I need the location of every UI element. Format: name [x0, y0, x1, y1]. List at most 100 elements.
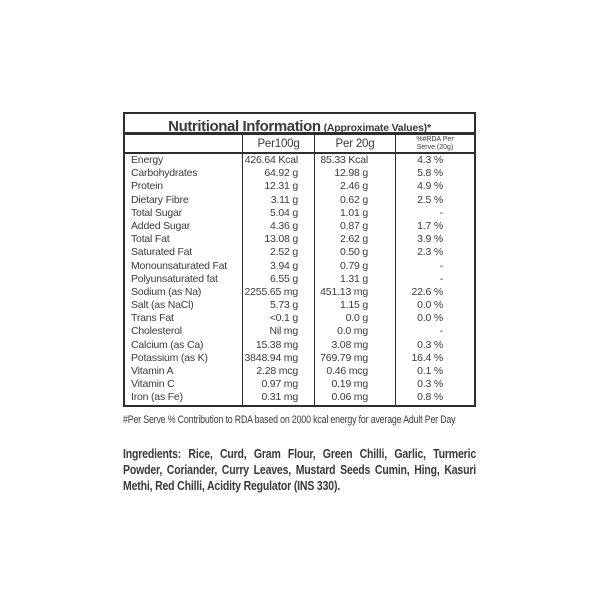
row-rda-value: 0.8 % [395, 391, 474, 405]
row-nutrient-label: Potassium (as K) [131, 351, 208, 364]
row-rda-value: 0.3 % [395, 378, 474, 392]
table-row: Polyunsaturated fat 6.55 g 1.31 g - [125, 272, 474, 286]
row-rda-value: 1.7 % [395, 219, 474, 234]
ingredients-label: Ingredients: [123, 447, 182, 461]
table-row: Total Fat 13.08 g 2.62 g 3.9 % [125, 233, 474, 247]
ingredients-text: Rice, Curd, Gram Flour, Green Chilli, Ga… [123, 447, 477, 493]
table-row: Total Sugar 5.04 g 1.01 g - [125, 206, 474, 220]
row-per100g-value: 2.28 mcg [242, 365, 314, 379]
row-per100g-value: 13.08 g [242, 233, 314, 247]
row-rda-value: 5.8 % [395, 167, 474, 181]
row-nutrient-label: Polyunsaturated fat [131, 272, 218, 285]
row-nutrient-label: Vitamin A [131, 365, 174, 377]
table-row: Dietary Fibre 3.11 g 0.62 g 2.5 % [125, 193, 474, 207]
row-nutrient-label: Trans Fat [131, 312, 174, 325]
row-nutrient-label: Iron (as Fe) [131, 391, 183, 404]
header-per20g: Per 20g [314, 135, 395, 152]
row-per100g-value: <0.1 g [242, 312, 314, 326]
table-row: Potassium (as K) 3848.94 mg 769.79 mg 16… [125, 351, 474, 365]
row-per20g-value: 3.08 mg [314, 338, 395, 352]
row-per20g-value: 0.0 g [314, 312, 395, 326]
row-per100g-value: 3.94 g [242, 259, 314, 273]
row-rda-value: 16.4 % [395, 351, 474, 365]
row-per20g-value: 0.79 g [314, 259, 395, 273]
row-per100g-value: 5.04 g [242, 206, 314, 220]
table-row: Sodium (as Na) 2255.65 mg 451.13 mg 22.6… [125, 285, 474, 300]
table-title-note: (Approximate Values)* [323, 122, 431, 134]
row-rda-value: 22.6 % [395, 285, 474, 300]
header-rda-line1: %#RDA Per [416, 136, 454, 143]
row-nutrient-label: Total Sugar [131, 206, 182, 219]
row-per100g-value: 0.31 mg [242, 391, 314, 405]
table-row: Monounsaturated Fat 3.94 g 0.79 g - [125, 259, 474, 273]
row-per100g-value: 3.11 g [242, 193, 314, 207]
row-per20g-value: 2.62 g [314, 233, 395, 247]
row-per20g-value: 0.06 mg [314, 391, 395, 405]
table-row: Vitamin A 2.28 mcg 0.46 mcg 0.1 % [125, 365, 474, 379]
table-row: Carbohydrates 64.92 g 12.98 g 5.8 % [125, 167, 474, 181]
row-rda-value: 0.1 % [395, 365, 474, 379]
row-per100g-value: 4.36 g [242, 219, 314, 234]
row-per20g-value: 451.13 mg [314, 285, 395, 300]
row-per20g-value: 85.33 Kcal [314, 154, 395, 168]
row-per100g-value: 2255.65 mg [242, 285, 314, 300]
table-row: Salt (as NaCl) 5.73 g 1.15 g 0.0 % [125, 299, 474, 313]
row-per100g-value: 2.52 g [242, 246, 314, 260]
row-nutrient-label: Carbohydrates [131, 167, 198, 180]
row-per20g-value: 1.15 g [314, 299, 395, 313]
row-per20g-value: 0.0 mg [314, 325, 395, 339]
row-per100g-value: 3848.94 mg [242, 351, 314, 365]
row-nutrient-label: Sodium (as Na) [131, 285, 202, 298]
row-per100g-value: 12.31 g [242, 180, 314, 194]
table-body: Energy 426.64 Kcal 85.33 Kcal 4.3 % Carb… [125, 154, 474, 405]
table-header-row: Per100g Per 20g %#RDA Per Serve (20g) [125, 135, 474, 154]
header-nutrient-column [125, 135, 242, 152]
row-nutrient-label: Energy [131, 154, 164, 166]
row-per100g-value: 15.38 mg [242, 338, 314, 352]
table-row: Saturated Fat 2.52 g 0.50 g 2.3 % [125, 246, 474, 260]
table-row: Cholesterol Nil mg 0.0 mg - [125, 325, 474, 339]
row-nutrient-label: Added Sugar [131, 219, 191, 232]
table-row: Trans Fat <0.1 g 0.0 g 0.0 % [125, 312, 474, 326]
row-nutrient-label: Dietary Fibre [131, 193, 189, 206]
row-per20g-value: 0.46 mcg [314, 365, 395, 379]
row-per20g-value: 1.01 g [314, 206, 395, 220]
row-per100g-value: 0.97 mg [242, 378, 314, 392]
ingredients-paragraph: Ingredients: Rice, Curd, Gram Flour, Gre… [123, 446, 476, 494]
row-per100g-value: 426.64 Kcal [242, 154, 314, 168]
table-row: Protein 12.31 g 2.46 g 4.9 % [125, 180, 474, 194]
row-per20g-value: 12.98 g [314, 167, 395, 181]
row-per100g-value: 64.92 g [242, 167, 314, 181]
rda-footnote: #Per Serve % Contribution to RDA based o… [123, 414, 456, 426]
table-row: Calcium (as Ca) 15.38 mg 3.08 mg 0.3 % [125, 338, 474, 352]
row-nutrient-label: Monounsaturated Fat [131, 259, 228, 272]
row-per100g-value: 5.73 g [242, 299, 314, 313]
table-title: Nutritional Information [168, 118, 321, 135]
row-per20g-value: 0.19 mg [314, 378, 395, 392]
row-rda-value: - [395, 206, 474, 220]
row-rda-value: 0.0 % [395, 312, 474, 326]
row-per20g-value: 0.50 g [314, 246, 395, 260]
row-rda-value: - [395, 259, 474, 273]
row-per20g-value: 0.62 g [314, 193, 395, 207]
row-rda-value: 3.9 % [395, 233, 474, 247]
row-rda-value: 4.9 % [395, 180, 474, 194]
row-per20g-value: 1.31 g [314, 272, 395, 286]
row-per20g-value: 769.79 mg [314, 351, 395, 365]
row-rda-value: 4.3 % [395, 154, 474, 168]
row-rda-value: 2.3 % [395, 246, 474, 260]
table-row: Vitamin C 0.97 mg 0.19 mg 0.3 % [125, 378, 474, 392]
row-nutrient-label: Total Fat [131, 233, 170, 246]
row-per20g-value: 2.46 g [314, 180, 395, 194]
row-nutrient-label: Saturated Fat [131, 246, 193, 259]
row-nutrient-label: Vitamin C [131, 378, 175, 391]
row-rda-value: - [395, 325, 474, 339]
header-rda-line2: Serve (20g) [416, 143, 454, 151]
nutrition-table: Nutritional Information (Approximate Val… [123, 112, 476, 407]
row-rda-value: 0.0 % [395, 299, 474, 313]
table-row: Energy 426.64 Kcal 85.33 Kcal 4.3 % [125, 154, 474, 168]
header-per100g: Per100g [242, 135, 314, 152]
header-rda: %#RDA Per Serve (20g) [395, 135, 474, 152]
row-rda-value: 0.3 % [395, 338, 474, 352]
